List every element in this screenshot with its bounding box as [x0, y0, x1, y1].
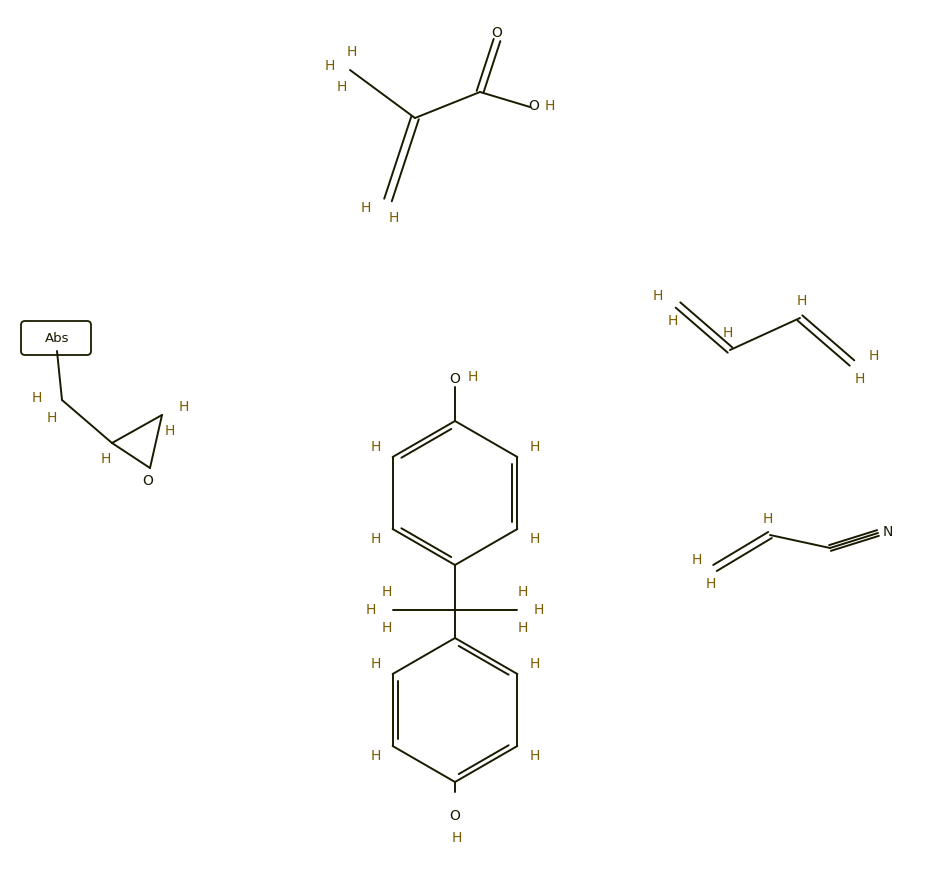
Text: H: H: [371, 532, 381, 546]
Text: H: H: [324, 59, 335, 73]
Text: H: H: [361, 201, 372, 215]
Text: H: H: [518, 585, 528, 599]
Text: H: H: [529, 532, 539, 546]
Text: O: O: [491, 26, 503, 40]
Text: H: H: [101, 452, 111, 466]
Text: H: H: [32, 391, 42, 405]
Text: H: H: [371, 657, 381, 671]
Text: O: O: [529, 99, 539, 113]
Text: H: H: [452, 831, 462, 845]
Text: H: H: [389, 211, 399, 225]
Text: H: H: [366, 603, 376, 617]
FancyBboxPatch shape: [21, 321, 91, 355]
Text: H: H: [653, 289, 663, 303]
Text: H: H: [382, 585, 392, 599]
Text: H: H: [723, 326, 734, 340]
Text: H: H: [534, 603, 544, 617]
Text: H: H: [47, 411, 58, 425]
Text: H: H: [382, 621, 392, 635]
Text: H: H: [692, 553, 703, 567]
Text: H: H: [545, 99, 555, 113]
Text: O: O: [142, 474, 154, 488]
Text: H: H: [347, 45, 357, 59]
Text: N: N: [883, 525, 893, 539]
Text: O: O: [450, 809, 460, 823]
Text: H: H: [668, 314, 678, 328]
Text: H: H: [165, 424, 175, 438]
Text: O: O: [450, 372, 460, 386]
Text: H: H: [179, 400, 190, 414]
Text: H: H: [468, 370, 478, 384]
Text: H: H: [797, 294, 807, 308]
Text: H: H: [854, 372, 865, 386]
Text: H: H: [529, 657, 539, 671]
Text: H: H: [371, 440, 381, 454]
Text: H: H: [529, 440, 539, 454]
Text: H: H: [371, 749, 381, 763]
Text: H: H: [518, 621, 528, 635]
Text: H: H: [705, 577, 716, 591]
Text: H: H: [763, 512, 773, 526]
Text: H: H: [869, 349, 879, 363]
Text: H: H: [337, 80, 347, 94]
Text: Abs: Abs: [44, 332, 69, 345]
Text: H: H: [529, 749, 539, 763]
